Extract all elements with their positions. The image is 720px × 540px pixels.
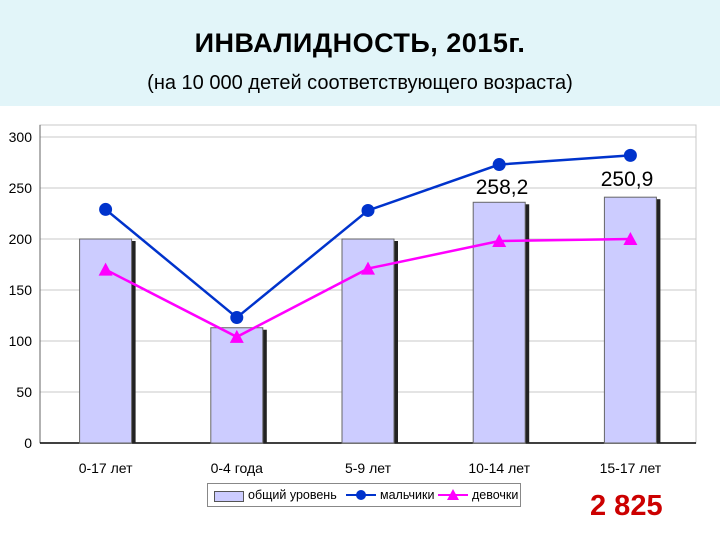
x-tick-label: 0-4 года: [211, 460, 264, 476]
data-point: [623, 232, 638, 245]
title-banner: [0, 0, 720, 106]
total-value: 2 825: [590, 490, 663, 522]
data-point: [99, 202, 113, 216]
data-point: [623, 148, 637, 162]
series-lines: [98, 148, 638, 343]
legend-swatch-bar: [214, 491, 244, 502]
annotation-label: 250,9: [601, 168, 654, 191]
y-tick-label: 150: [9, 282, 33, 298]
bar: [210, 327, 264, 444]
x-tick-label: 0-17 лет: [79, 460, 133, 476]
legend: общий уровень мальчики девочки: [207, 483, 521, 507]
labels: 258,2 250,9 0 50 100 150 200 250 300 0-17 лет 0-…: [9, 129, 662, 476]
data-point: [361, 203, 375, 217]
x-tick-label: 5-9 лет: [345, 460, 392, 476]
y-tick-label: 50: [16, 384, 32, 400]
y-tick-label: 200: [9, 231, 33, 247]
y-tick-label: 100: [9, 333, 33, 349]
legend-item: общий уровень: [214, 484, 344, 506]
legend-swatch-line: [438, 489, 468, 500]
page-title: ИНВАЛИДНОСТЬ, 2015г.: [194, 28, 526, 58]
y-tick-label: 0: [24, 435, 32, 451]
legend-label: мальчики: [380, 488, 435, 502]
y-tick-label: 300: [9, 129, 33, 145]
x-tick-label: 10-14 лет: [468, 460, 530, 476]
data-point: [229, 329, 244, 343]
data-point: [492, 158, 506, 172]
data-point: [98, 262, 113, 276]
data-point: [361, 261, 375, 275]
legend-item: девочки: [438, 484, 522, 506]
data-point: [492, 234, 507, 248]
page-subtitle: (на 10 000 детей соответствующего возрас…: [147, 72, 573, 94]
data-point: [230, 311, 244, 325]
x-tick-label: 15-17 лет: [600, 460, 662, 476]
annotation-label: 258,2: [476, 176, 529, 199]
legend-label: общий уровень: [248, 488, 337, 502]
y-tick-label: 250: [9, 180, 33, 196]
legend-swatch-line: [346, 490, 376, 500]
legend-label: девочки: [472, 488, 519, 502]
legend-item: мальчики: [346, 484, 436, 506]
